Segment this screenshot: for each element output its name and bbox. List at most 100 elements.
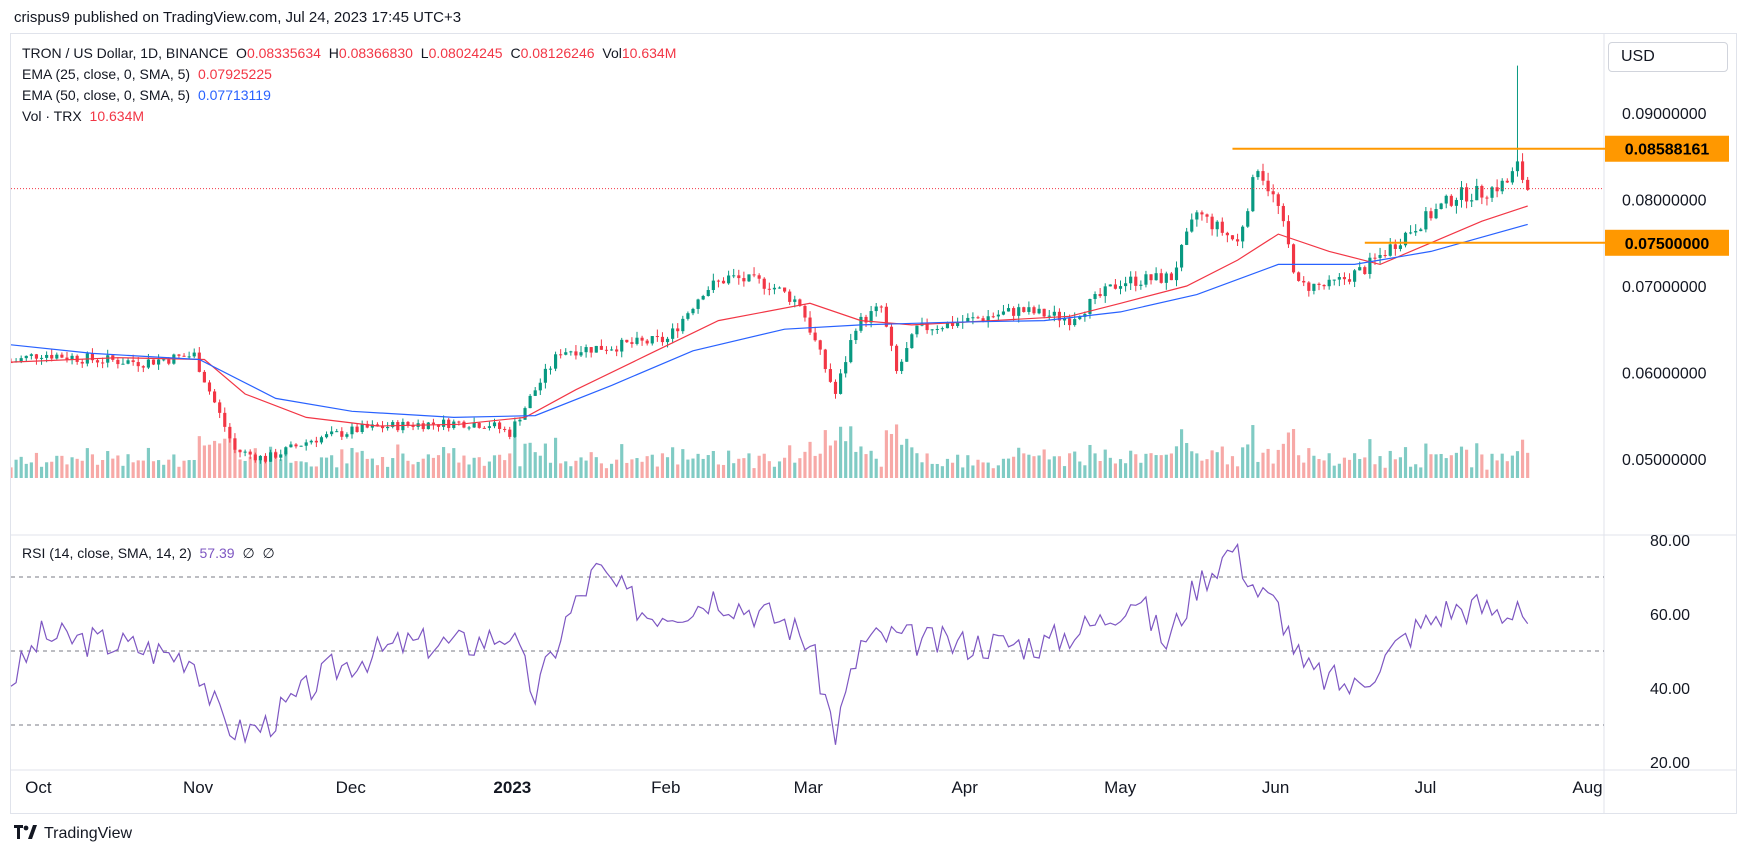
volume-bar	[233, 438, 237, 478]
volume-bar	[1454, 452, 1458, 478]
volume-bar	[737, 458, 741, 478]
rsi-legend[interactable]: RSI (14, close, SMA, 14, 2) 57.39 ∅ ∅	[22, 545, 279, 562]
candle-body	[1495, 187, 1499, 192]
volume-bar	[777, 461, 782, 478]
candle-body	[894, 345, 899, 372]
candle-body	[370, 424, 374, 428]
volume-bar	[457, 462, 461, 478]
time-tick-label: Oct	[25, 778, 52, 797]
ema50-value: 0.07713119	[197, 87, 271, 103]
candle-body	[19, 358, 23, 362]
volume-bar	[1398, 457, 1402, 478]
volume-bar	[126, 454, 130, 478]
candle-body	[518, 419, 522, 422]
volume-bar	[436, 455, 441, 478]
footer-brand[interactable]: TradingView	[14, 824, 132, 844]
symbol-name[interactable]: TRON / US Dollar, 1D, BINANCE	[22, 45, 229, 61]
volume-bar	[492, 455, 497, 478]
candle-body	[1047, 315, 1051, 317]
candle-body	[1465, 187, 1469, 202]
candle-body	[1317, 283, 1321, 285]
candle-body	[925, 322, 929, 331]
candle-body	[498, 422, 502, 429]
volume-bar	[60, 455, 64, 478]
volume-bar	[406, 460, 410, 478]
volume-legend[interactable]: Vol · TRX 10.634M	[22, 108, 148, 124]
candle-body	[844, 362, 848, 374]
volume-bar	[1256, 461, 1260, 478]
candle-body	[630, 342, 634, 344]
candle-body	[864, 316, 868, 323]
volume-bar	[1419, 467, 1423, 478]
volume-bar	[274, 451, 278, 478]
volume-bar	[197, 436, 201, 478]
volume-bar	[813, 455, 817, 478]
candle-body	[1037, 308, 1041, 314]
volume-bar	[1510, 455, 1514, 478]
candle-body	[1220, 221, 1224, 233]
candle-body	[1073, 319, 1077, 326]
volume-bar	[202, 445, 206, 478]
candle-body	[192, 352, 196, 357]
volume-bar	[1271, 463, 1275, 478]
volume-bar	[391, 458, 395, 478]
candle-body	[1358, 267, 1362, 271]
volume-bar	[599, 463, 603, 478]
volume-bar	[111, 458, 115, 478]
currency-button[interactable]: USD	[1608, 42, 1728, 72]
volume-bar	[1210, 450, 1214, 478]
volume-bar	[645, 456, 649, 478]
volume-bar	[309, 466, 313, 478]
volume-bar	[920, 462, 924, 478]
candle-body	[24, 355, 28, 359]
candlesticks	[11, 65, 1530, 464]
candle-body	[299, 445, 303, 447]
volume-bar	[380, 456, 385, 478]
volume-bar	[1164, 454, 1168, 478]
volume-bar	[803, 451, 807, 478]
volume-bar	[823, 430, 827, 478]
volume-bar	[65, 464, 69, 478]
low-label: L	[420, 45, 429, 61]
rsi-tick-label: 60.00	[1650, 607, 1690, 624]
volume-bar	[579, 457, 583, 478]
candle-body	[1144, 274, 1148, 285]
candle-body	[70, 355, 74, 360]
volume-bar	[467, 464, 471, 478]
volume-bar	[513, 432, 517, 478]
candle-body	[1154, 273, 1158, 281]
candle-body	[1485, 197, 1489, 199]
time-tick-label: May	[1104, 778, 1137, 797]
volume-bar	[569, 466, 573, 478]
volume-bar	[116, 455, 120, 478]
volume-bar	[482, 465, 486, 478]
volume-bar	[584, 460, 588, 478]
volume-bar	[1098, 461, 1102, 478]
candle-body	[146, 359, 150, 368]
volume-bar	[503, 460, 507, 478]
candle-body	[508, 429, 512, 437]
volume-bar	[996, 465, 1000, 478]
candle-body	[258, 455, 262, 461]
candle-body	[1241, 226, 1245, 242]
candle-body	[1068, 318, 1072, 326]
candle-body	[95, 360, 100, 363]
volume-bar	[75, 458, 79, 478]
candle-body	[1388, 244, 1392, 256]
volume-bar	[1225, 464, 1229, 478]
candle-body	[492, 422, 497, 427]
volume-bar	[655, 466, 659, 478]
candle-body	[905, 348, 909, 362]
candle-body	[869, 311, 873, 323]
candle-body	[167, 359, 171, 364]
volume-bar	[696, 453, 700, 478]
candle-body	[294, 444, 298, 447]
ema50-legend[interactable]: EMA (50, close, 0, SMA, 5) 0.07713119	[22, 87, 275, 103]
candle-body	[263, 455, 268, 462]
candle-body	[620, 339, 624, 352]
volume-bar	[213, 440, 217, 478]
ema25-legend[interactable]: EMA (25, close, 0, SMA, 5) 0.07925225	[22, 66, 276, 82]
candle-body	[1393, 244, 1397, 249]
candle-body	[1012, 308, 1016, 316]
